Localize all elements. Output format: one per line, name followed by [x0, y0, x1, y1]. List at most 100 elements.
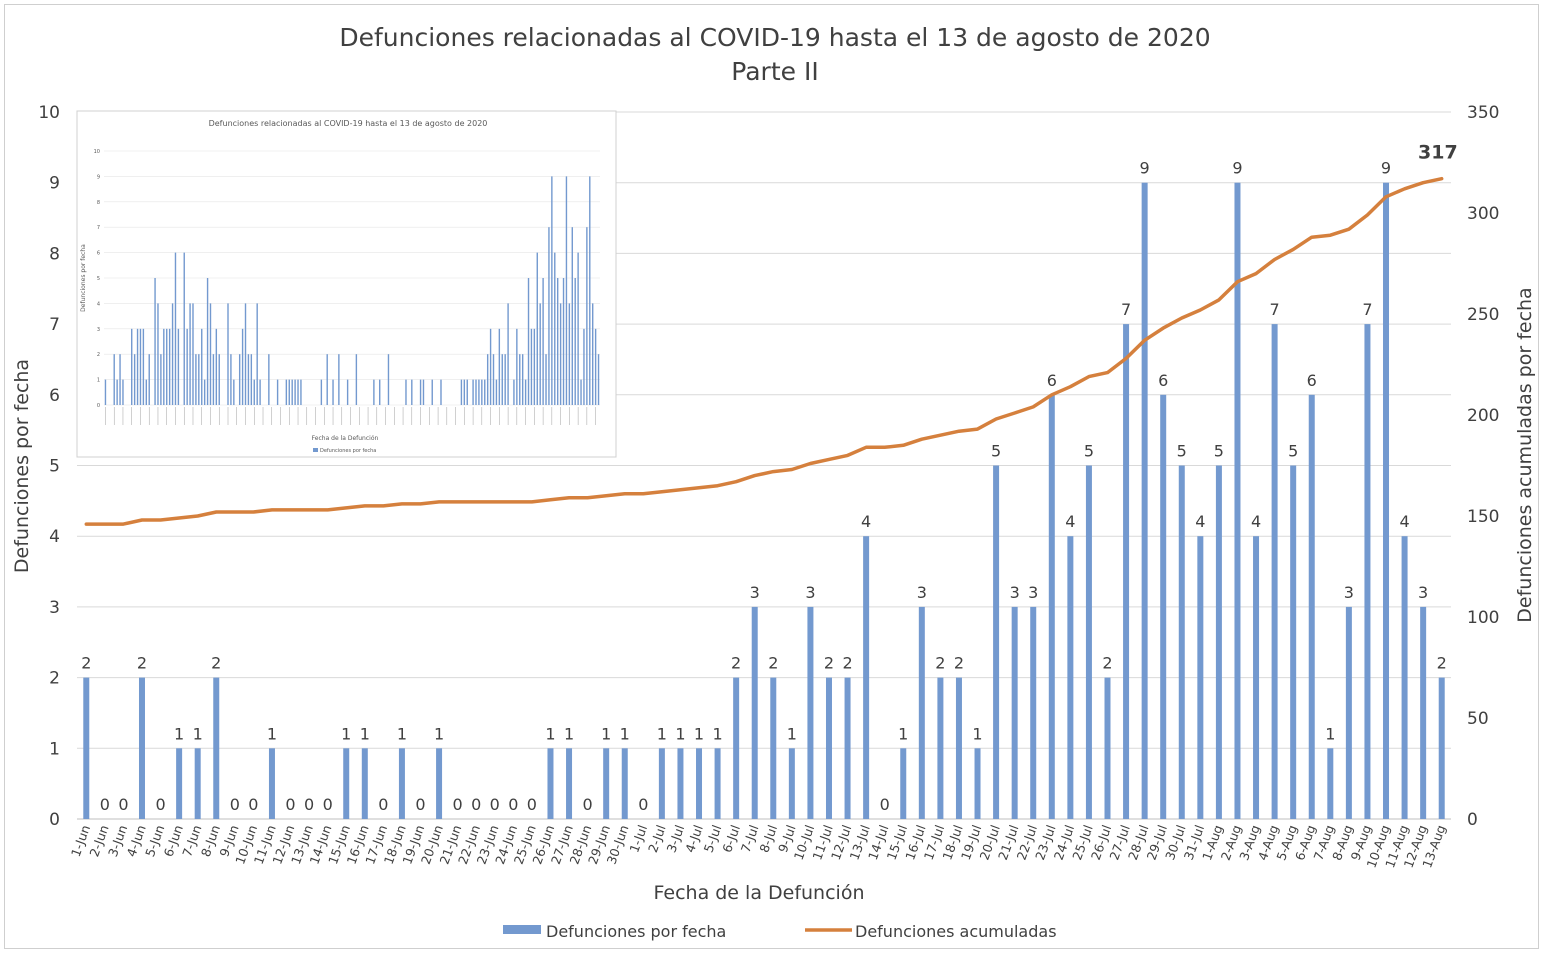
y2-tick-label: 350 — [1467, 103, 1499, 123]
bar-value-label: 0 — [471, 795, 481, 814]
inset-legend-label: Defunciones por fecha — [320, 448, 376, 454]
bar-value-label: 0 — [100, 795, 110, 814]
inset-bar — [548, 227, 550, 405]
inset-bar — [592, 303, 594, 405]
y-tick-label: 7 — [49, 315, 60, 335]
chart-title: Defunciones relacionadas al COVID-19 has… — [339, 23, 1210, 52]
inset-bar — [492, 354, 495, 405]
bar — [566, 748, 573, 819]
legend-line-label: Defunciones acumuladas — [855, 922, 1057, 941]
inset-bar — [139, 328, 142, 405]
bar-value-label: 0 — [453, 795, 463, 814]
bar — [138, 677, 145, 819]
bar-value-label: 1 — [898, 724, 908, 743]
bar — [398, 748, 405, 819]
inset-bar — [174, 252, 177, 405]
bar-value-label: 9 — [1140, 159, 1150, 178]
bar — [1420, 606, 1427, 819]
inset-bar — [203, 379, 206, 405]
inset-bar — [507, 303, 509, 405]
bar — [268, 748, 275, 819]
inset-bar — [580, 379, 582, 405]
y2-axis-label: Defunciones acumuladas por fecha — [1514, 287, 1536, 622]
bar — [1401, 536, 1408, 819]
inset-chart: Defunciones relacionadas al COVID-19 has… — [76, 110, 617, 458]
bar — [213, 677, 220, 819]
y2-tick-label: 150 — [1467, 507, 1499, 527]
inset-bar — [562, 278, 565, 405]
inset-bar — [521, 354, 524, 405]
inset-bar — [212, 354, 215, 405]
inset-bar — [171, 303, 174, 405]
y-tick-label: 3 — [49, 598, 60, 618]
bar — [547, 748, 554, 819]
inset-bar — [154, 278, 156, 405]
inset-bar — [542, 278, 544, 405]
inset-bar — [478, 379, 480, 405]
bar-value-label: 5 — [1214, 442, 1224, 461]
bar-value-label: 4 — [861, 512, 871, 531]
inset-bar — [131, 328, 133, 405]
inset-bar — [244, 303, 247, 405]
inset-y-ticks: 0 1 2 3 4 5 6 7 8 9 10 — [94, 149, 100, 409]
bar-value-label: 2 — [842, 654, 852, 673]
bar-value-label: 2 — [731, 654, 741, 673]
bar-value-label: 0 — [880, 795, 890, 814]
bar-value-label: 1 — [694, 724, 704, 743]
inset-bar — [472, 379, 474, 405]
bar — [1253, 536, 1260, 819]
bar-series — [83, 182, 1445, 819]
inset-bar — [559, 303, 562, 405]
bar-value-label: 1 — [397, 724, 407, 743]
bar-value-label: 2 — [137, 654, 147, 673]
inset-bar — [498, 328, 501, 405]
bar — [677, 748, 684, 819]
bar — [751, 606, 758, 819]
inset-bar — [209, 303, 212, 405]
bar-value-label: 1 — [787, 724, 797, 743]
inset-bar — [218, 354, 220, 405]
inset-bar — [133, 354, 136, 405]
inset-bar — [346, 379, 349, 405]
bar — [1290, 465, 1297, 819]
bar — [1030, 606, 1037, 819]
bar — [621, 748, 628, 819]
bar-value-label: 1 — [564, 724, 574, 743]
bar — [1383, 182, 1390, 819]
bar-value-label: 0 — [583, 795, 593, 814]
y2-tick-label: 100 — [1467, 608, 1499, 628]
bar-value-label: 5 — [991, 442, 1001, 461]
bar-value-label: 1 — [1325, 724, 1335, 743]
bar-value-label: 0 — [248, 795, 258, 814]
bar — [1085, 465, 1092, 819]
inset-bar — [230, 354, 232, 405]
bar-value-label: 3 — [1344, 583, 1354, 602]
inset-bar — [554, 252, 556, 405]
y-axis-left-ticks: 0 1 2 3 4 5 6 7 8 9 10 — [38, 103, 60, 830]
inset-bar — [300, 379, 302, 405]
inset-bar — [379, 379, 381, 405]
inset-bar — [294, 379, 296, 405]
inset-y-label: Defunciones por fecha — [80, 244, 87, 312]
bar-value-label: 3 — [1028, 583, 1038, 602]
inset-bar — [530, 328, 533, 405]
inset-bar — [536, 252, 538, 405]
bar — [696, 748, 703, 819]
inset-y-tick-label: 10 — [94, 149, 100, 155]
inset-bar — [247, 354, 250, 405]
y-tick-label: 4 — [49, 527, 60, 547]
bar — [993, 465, 1000, 819]
y-tick-label: 9 — [49, 174, 60, 194]
y2-tick-label: 250 — [1467, 305, 1499, 325]
bar — [1160, 394, 1167, 819]
y2-tick-label: 300 — [1467, 204, 1499, 224]
inset-y-tick-label: 4 — [97, 301, 100, 307]
inset-bar — [113, 354, 115, 405]
bar — [83, 677, 90, 819]
inset-bar — [291, 379, 293, 405]
bar-value-label: 6 — [1158, 371, 1168, 390]
legend: Defunciones por fecha Defunciones acumul… — [503, 922, 1057, 941]
bar — [1123, 324, 1130, 819]
bar-value-label: 0 — [155, 795, 165, 814]
